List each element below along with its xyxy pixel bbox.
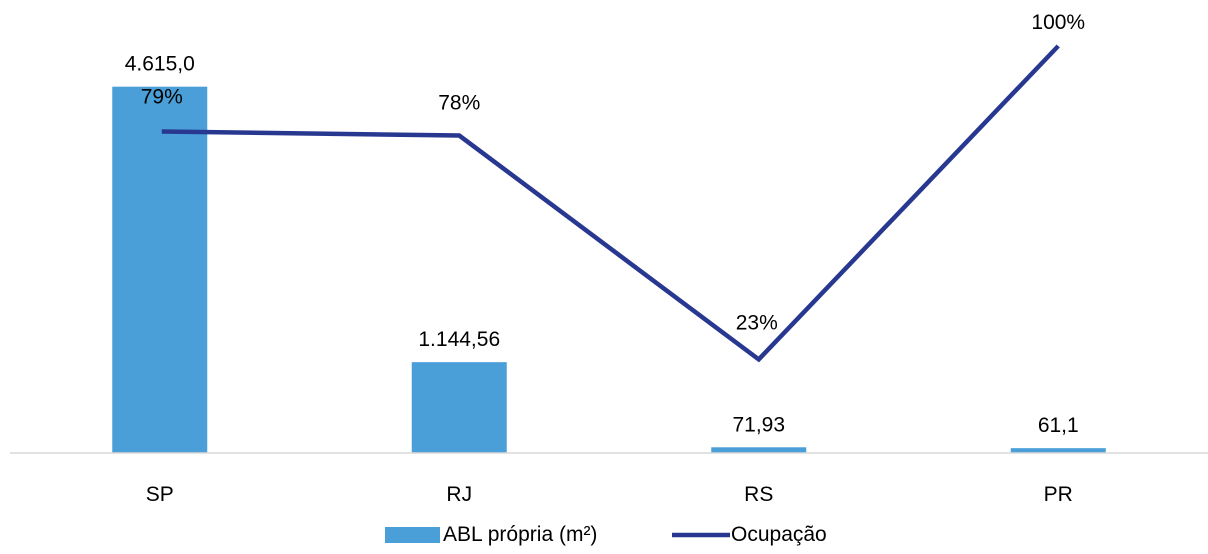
bar-value-label-rs: 71,93	[732, 413, 785, 436]
line-layer	[161, 44, 1060, 363]
bar-pr	[1010, 448, 1106, 453]
legend-label-bar: ABL própria (m²)	[443, 523, 597, 546]
x-tick-label-rj: RJ	[446, 483, 472, 506]
x-tick-label-pr: PR	[1044, 483, 1073, 506]
x-tick-label-sp: SP	[146, 483, 174, 506]
bar-value-label-rj: 1.144,56	[418, 328, 500, 351]
legend-label-line: Ocupação	[731, 523, 827, 546]
legend-swatch-bar	[385, 527, 440, 543]
line-value-label-rj: 78%	[438, 92, 480, 115]
x-tick-labels: SP RJ RS PR	[146, 483, 1073, 506]
bars-layer	[112, 86, 1106, 453]
labels-layer: 4.615,0 1.144,56 71,93 61,1 79% 78% 23% 100%	[125, 11, 1085, 437]
bar-value-label-pr: 61,1	[1038, 414, 1079, 437]
bar-rs	[711, 447, 807, 453]
occupancy-line	[161, 44, 1060, 363]
bar-value-label-sp: 4.615,0	[125, 53, 195, 76]
bar-rj	[411, 362, 507, 453]
bar-sp	[112, 86, 208, 453]
line-value-label-sp: 79%	[141, 85, 183, 108]
legend: ABL própria (m²) Ocupação	[385, 523, 827, 546]
line-value-label-pr: 100%	[1031, 11, 1085, 34]
line-value-label-rs: 23%	[736, 311, 778, 334]
x-tick-label-rs: RS	[744, 483, 773, 506]
